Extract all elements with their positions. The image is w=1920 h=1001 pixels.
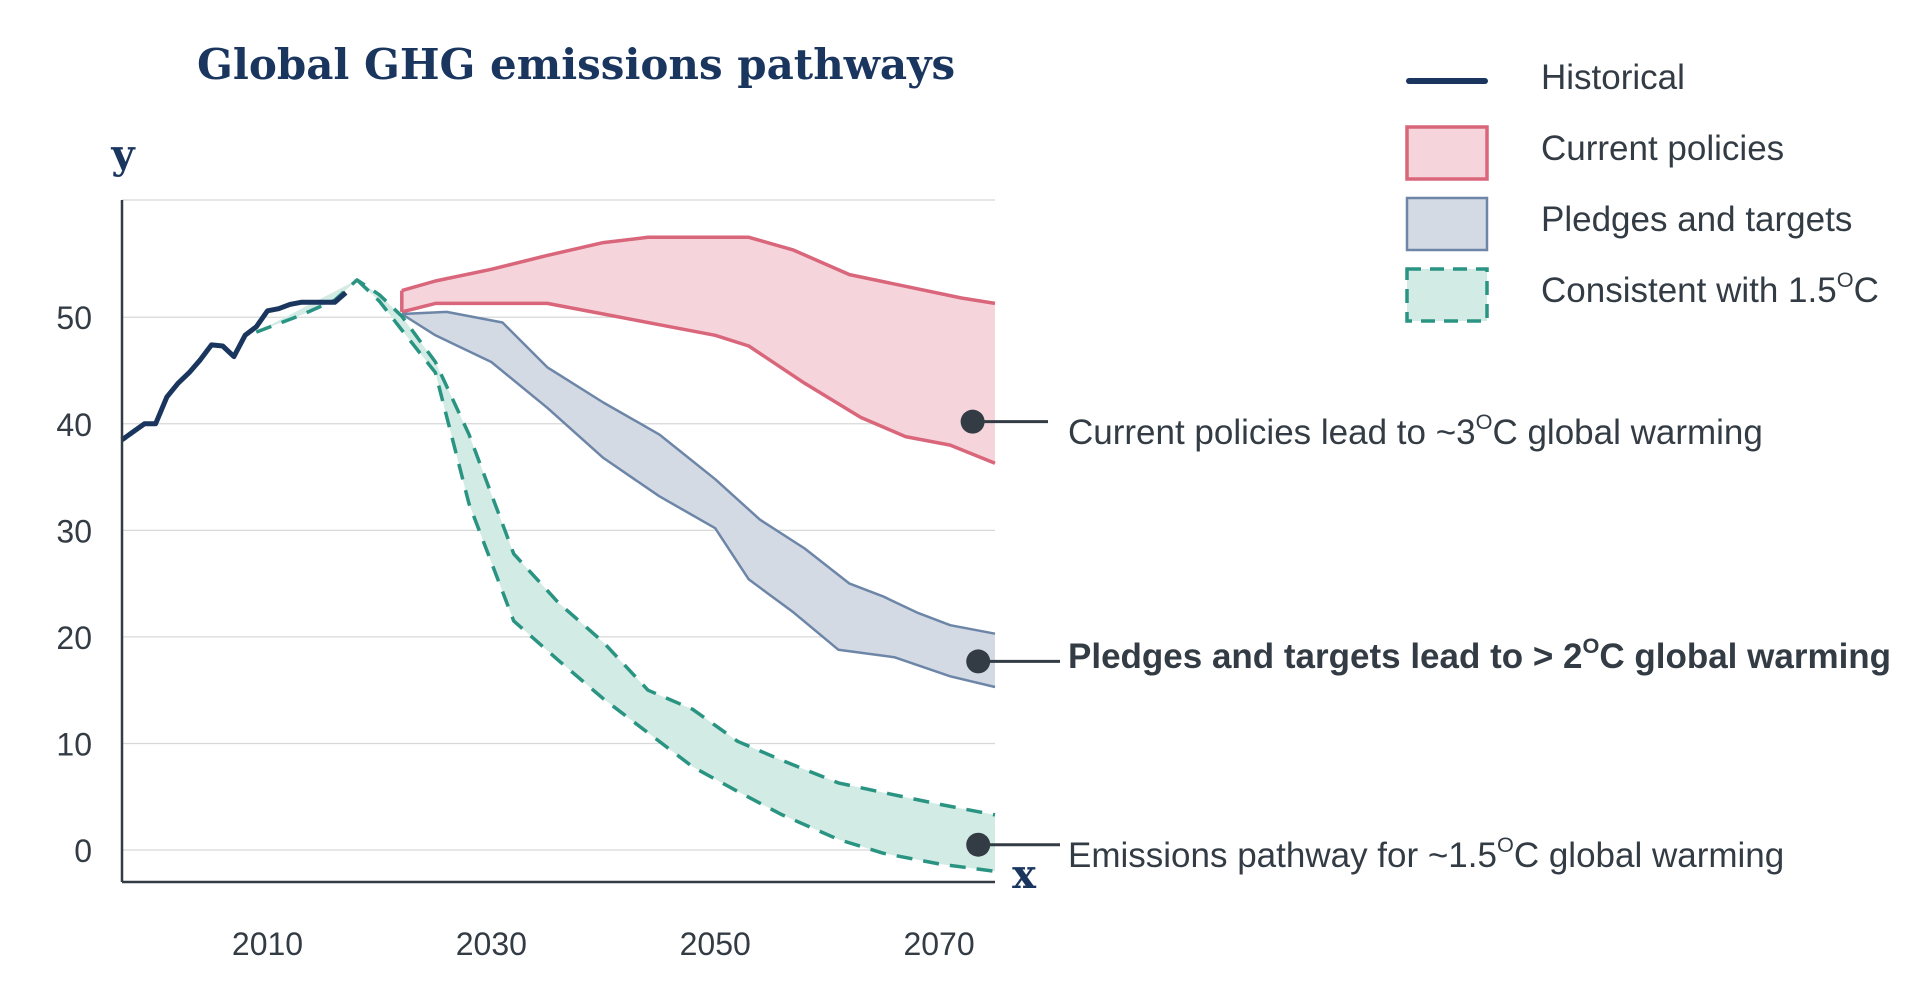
annotation-emissions-pathway: Emissions pathway for ~1.5OC global warm… xyxy=(1068,833,1785,876)
annotation-pledges-text: Pledges and targets lead to > 2 xyxy=(1068,637,1583,676)
annotation-current-policies-tail: C global warming xyxy=(1492,413,1763,452)
annotation-emissions-pathway-sup: O xyxy=(1496,831,1514,857)
y-tick-label-30: 30 xyxy=(56,513,92,549)
band-lower-line-consistent-with-1-5 xyxy=(355,278,996,874)
annotation-current-policies: Current policies lead to ~3OC global war… xyxy=(1068,410,1763,453)
y-tick-label-20: 20 xyxy=(56,620,92,656)
y-tick-label-50: 50 xyxy=(56,300,92,336)
y-tick-label-40: 40 xyxy=(56,407,92,443)
band-fill-pledges-and-targets xyxy=(401,311,995,687)
legend-label-pledges: Pledges and targets xyxy=(1541,200,1853,239)
legend-label-historical: Historical xyxy=(1541,58,1685,97)
y-axis-label: y xyxy=(110,131,136,178)
legend-swatch-pledges xyxy=(1405,196,1489,252)
annotation-pledges-tail: C global warming xyxy=(1599,637,1892,676)
band-upper-line-current-policies xyxy=(401,235,996,306)
legend-swatch-historical xyxy=(1406,78,1488,84)
annotation-current-policies-text: Current policies lead to ~3 xyxy=(1068,413,1476,452)
annotation-dot-2 xyxy=(966,832,991,857)
x-axis-label: x xyxy=(1012,851,1037,898)
annotation-emissions-pathway-text: Emissions pathway for ~1.5 xyxy=(1068,836,1497,875)
y-tick-label-0: 0 xyxy=(74,833,92,869)
band-fill-consistent-with-1-5 xyxy=(256,279,995,872)
legend-label-consistent-tail: C xyxy=(1853,271,1879,310)
series-lines xyxy=(120,235,996,874)
annotation-markers xyxy=(960,409,1060,857)
series-bands xyxy=(256,237,995,872)
y-tick-label-10: 10 xyxy=(56,726,92,762)
band-lower-line-pledges-and-targets xyxy=(401,312,996,689)
legend-label-current-policies: Current policies xyxy=(1541,129,1785,168)
x-tick-label-2070: 2070 xyxy=(903,926,974,962)
band-lower-line-current-policies xyxy=(401,301,996,465)
chart-title: Global GHG emissions pathways xyxy=(197,40,956,89)
x-tick-label-2010: 2010 xyxy=(232,926,303,962)
annotation-pledges: Pledges and targets lead to > 2OC global… xyxy=(1068,634,1892,677)
annotation-dot-0 xyxy=(960,409,985,434)
legend-swatch-consistent xyxy=(1405,267,1489,323)
legend-label-consistent-sup: O xyxy=(1836,266,1854,292)
annotation-dot-1 xyxy=(966,649,991,674)
x-tick-label-2050: 2050 xyxy=(680,926,751,962)
historical-line xyxy=(120,290,348,442)
band-upper-line-pledges-and-targets xyxy=(401,310,996,635)
band-fill-current-policies xyxy=(401,237,995,464)
annotation-pledges-sup: O xyxy=(1582,632,1600,658)
annotation-emissions-pathway-tail: C global warming xyxy=(1513,836,1785,875)
x-tick-label-2030: 2030 xyxy=(456,926,527,962)
legend-swatch-current-policies xyxy=(1405,125,1489,181)
annotation-current-policies-sup: O xyxy=(1475,408,1493,434)
legend-label-consistent: Consistent with 1.5OC xyxy=(1541,268,1879,311)
axes: yx xyxy=(110,131,1037,898)
legend-label-consistent-text: Consistent with 1.5 xyxy=(1541,271,1837,310)
